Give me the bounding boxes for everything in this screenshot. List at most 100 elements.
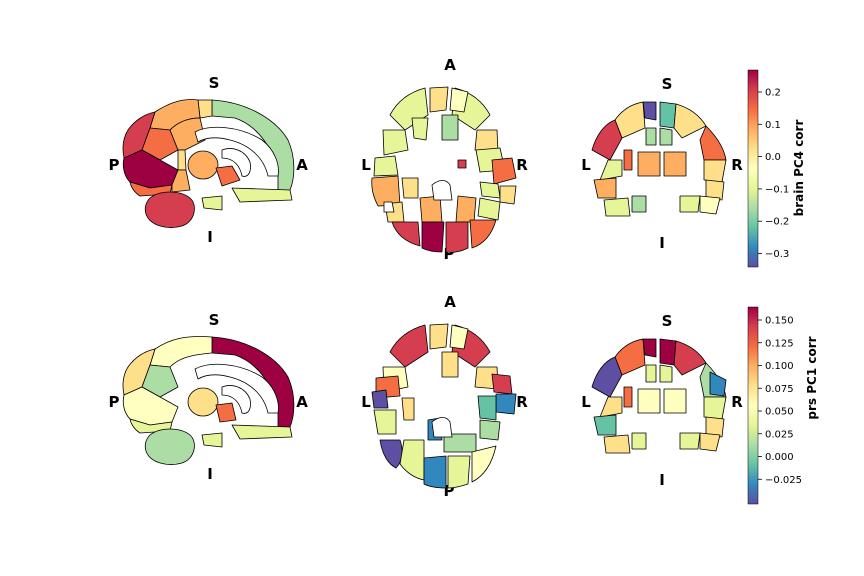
brain-region [599,159,623,181]
brain-region [449,87,469,113]
brain-region [603,197,631,217]
orient-label-superior: S [662,312,673,330]
brain-region [699,432,721,452]
brain-region [171,169,191,193]
brain-region [429,323,449,350]
colorbar-gradient [747,306,759,505]
brain-region [471,445,497,483]
colorbar-label: prs PC1 corr [805,336,819,419]
brain-region [491,157,517,185]
colorbar-tick-label: 0.100 [765,361,794,372]
brain-region [603,434,631,454]
brain-region [457,159,467,169]
brain-region [663,151,687,177]
brain-region [187,387,219,417]
brain-region [144,191,195,228]
orient-label-right: R [731,156,743,174]
brain-region [187,150,219,180]
colorbar-ticks: 0.2 0.1 0.0 −0.1 −0.2 −0.3 [758,88,789,260]
orient-label-superior: S [662,75,673,93]
orient-label-anterior: A [444,56,456,74]
colorbar-tick-label: 0.125 [765,338,794,349]
colorbar-row1: 0.2 0.1 0.0 −0.1 −0.2 −0.3 brain PC4 corr [747,69,806,268]
brain-region [399,439,425,481]
colorbar-tick-label: −0.025 [765,475,802,486]
colorbar-tick-label: 0.1 [765,120,781,131]
brain-region [429,86,449,113]
brain-region [614,101,646,139]
orient-label-right: R [516,156,528,174]
axial-view-row1: A P L R [361,56,528,263]
brain-region [591,356,623,398]
colorbar-gradient [747,69,759,268]
colorbar-tick-label: 0.150 [765,316,794,327]
brain-region [631,195,647,213]
ventricle [194,364,279,414]
brain-region [659,364,673,383]
brain-region [645,127,657,146]
colorbar-tick-label: −0.3 [765,249,789,260]
colorbar-ticks: 0.150 0.125 0.100 0.075 0.050 0.025 0.000 −0.02… [758,316,802,486]
orient-label-inferior: I [207,465,213,483]
brain-region [447,455,471,489]
brain-region [423,455,447,489]
brain-region [593,414,617,436]
brain-region [663,388,687,414]
colorbar-label: brain PC4 corr [792,120,806,217]
brain-region [201,195,223,211]
orient-label-left: L [581,393,591,411]
brain-region [149,336,213,368]
brain-region [477,395,497,421]
ventricle [431,417,453,438]
brain-region [469,219,497,249]
brain-region [373,155,399,177]
brain-region [215,402,237,423]
brain-region [591,119,623,161]
brain-region [211,99,295,191]
orient-label-right: R [516,393,528,411]
brain-region [673,340,707,376]
brain-region [231,187,293,203]
brain-region [623,149,633,171]
orient-label-inferior: I [659,471,665,489]
brain-region [401,177,419,199]
colorbar-tick-label: 0.000 [765,452,794,463]
orient-label-posterior: P [444,482,455,500]
brain-region [659,101,677,129]
brain-region [679,195,701,213]
colorbar-row2: 0.150 0.125 0.100 0.075 0.050 0.025 0.000 −0.02… [747,306,819,505]
colorbar-tick-label: 0.0 [765,152,781,163]
colorbar-tick-label: 0.2 [765,88,781,99]
colorbar-tick-label: 0.075 [765,384,794,395]
ventricle [221,148,251,177]
brain-region [141,127,179,161]
brain-region [231,424,293,440]
brain-region [211,336,295,428]
brain-region [389,324,429,368]
brain-region [144,428,195,465]
brain-region [177,149,187,171]
ventricle [383,201,395,213]
brain-region [379,439,403,469]
brain-region [382,129,409,156]
brain-region [169,117,206,151]
brain-region [642,101,657,121]
orient-label-anterior: A [444,293,456,311]
brain-region [499,185,517,205]
ventricle [221,385,251,414]
coronal-view-row2: S I L R [581,312,743,489]
brain-region [703,396,727,420]
brain-region [631,432,647,450]
brain-region [201,432,223,448]
ventricle [431,180,453,201]
ventricle [194,127,279,177]
brain-region [477,197,501,221]
brain-region [215,165,241,187]
brain-region [495,393,517,415]
orient-label-left: L [581,156,591,174]
orient-label-posterior: P [109,156,120,174]
brain-region [479,181,501,199]
brain-region [491,373,513,395]
brain-region [599,396,623,418]
colorbar-tick-label: −0.2 [765,217,789,228]
